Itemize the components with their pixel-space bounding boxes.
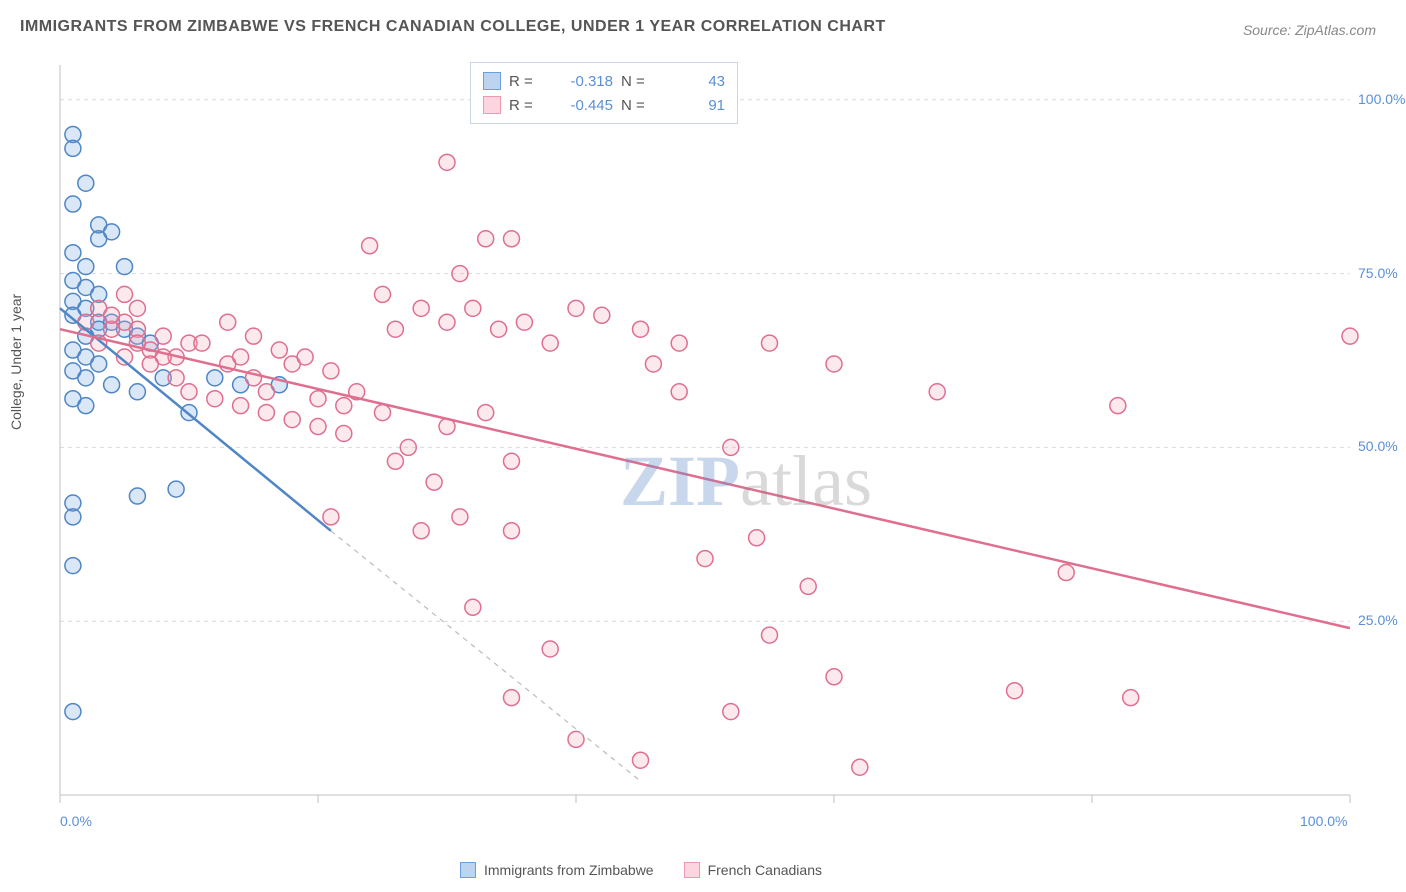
legend-stats-row-1: R = -0.445 N = 91: [483, 93, 725, 117]
legend-series: Immigrants from Zimbabwe French Canadian…: [460, 862, 822, 878]
legend-swatch-1: [483, 96, 501, 114]
y-axis-label: College, Under 1 year: [8, 294, 24, 430]
y-tick-label: 100.0%: [1358, 91, 1405, 107]
chart-title: IMMIGRANTS FROM ZIMBABWE VS FRENCH CANAD…: [20, 18, 886, 36]
scatter-plot-svg: [50, 55, 1380, 825]
y-tick-label: 75.0%: [1358, 265, 1398, 281]
legend-n-label: N =: [621, 73, 657, 90]
legend-r-label: R =: [509, 73, 545, 90]
legend-swatch-0: [483, 72, 501, 90]
y-tick-label: 50.0%: [1358, 438, 1398, 454]
legend-n-value-1: 91: [665, 97, 725, 114]
legend-r-value-1: -0.445: [553, 97, 613, 114]
legend-n-value-0: 43: [665, 73, 725, 90]
legend-item-0: Immigrants from Zimbabwe: [460, 862, 654, 878]
legend-n-label-1: N =: [621, 97, 657, 114]
legend-stats: R = -0.318 N = 43 R = -0.445 N = 91: [470, 62, 738, 124]
legend-r-label-1: R =: [509, 97, 545, 114]
legend-item-label-1: French Canadians: [708, 862, 822, 878]
x-tick-label: 100.0%: [1300, 813, 1347, 829]
y-tick-label: 25.0%: [1358, 612, 1398, 628]
legend-item-label-0: Immigrants from Zimbabwe: [484, 862, 654, 878]
legend-item-1: French Canadians: [684, 862, 822, 878]
source-attribution: Source: ZipAtlas.com: [1243, 22, 1376, 38]
x-tick-label: 0.0%: [60, 813, 92, 829]
chart-area: [50, 55, 1380, 825]
legend-item-swatch-0: [460, 862, 476, 878]
legend-stats-row-0: R = -0.318 N = 43: [483, 69, 725, 93]
legend-item-swatch-1: [684, 862, 700, 878]
legend-r-value-0: -0.318: [553, 73, 613, 90]
